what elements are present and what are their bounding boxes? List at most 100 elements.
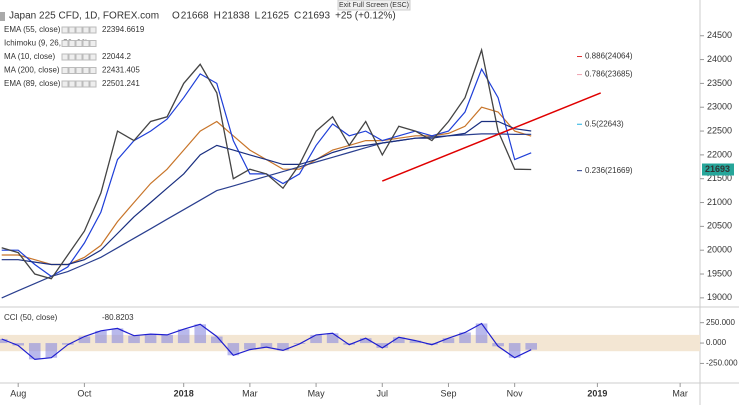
cci-bar bbox=[310, 334, 322, 344]
ohlc-key: C bbox=[294, 11, 301, 22]
legend-button[interactable] bbox=[89, 67, 97, 74]
legend-button[interactable] bbox=[61, 40, 69, 47]
cci-bar bbox=[194, 324, 207, 344]
legend-name: MA (200, close) bbox=[4, 66, 60, 75]
legend-name: EMA (89, close) bbox=[4, 79, 61, 88]
legend-button[interactable] bbox=[75, 40, 83, 47]
legend-name: MA (10, close) bbox=[4, 52, 55, 61]
cci-bar bbox=[45, 343, 58, 358]
y-tick-label: 24000 bbox=[707, 54, 732, 64]
cci-line bbox=[1, 322, 532, 361]
indicator-line bbox=[1, 120, 532, 266]
cci-bar bbox=[62, 343, 74, 345]
cci-bar bbox=[442, 338, 455, 344]
legend-value: 22394.6619 bbox=[102, 25, 145, 34]
cci-bar bbox=[326, 333, 339, 344]
cci-bar bbox=[426, 343, 438, 345]
x-tick-label: May bbox=[308, 388, 326, 398]
ohlc-key: O bbox=[172, 11, 180, 22]
cci-bar bbox=[0, 338, 8, 344]
legend-name: EMA (55, close) bbox=[4, 25, 61, 34]
legend-button[interactable] bbox=[75, 26, 83, 34]
x-tick-label: Oct bbox=[77, 388, 92, 398]
legend-button[interactable] bbox=[61, 53, 69, 61]
legend-button[interactable] bbox=[89, 40, 97, 47]
fib-label: 0.786(23685) bbox=[585, 70, 633, 79]
fib-label: 0.236(21669) bbox=[585, 166, 633, 175]
cci-bar bbox=[343, 343, 355, 345]
legend-button[interactable] bbox=[61, 80, 69, 88]
y-tick-label: 20000 bbox=[707, 245, 732, 255]
chart-title: Japan 225 CFD, 1D, FOREX.com bbox=[9, 11, 159, 22]
cci-bar bbox=[260, 343, 273, 348]
cci-bar bbox=[393, 337, 405, 344]
legend-button[interactable] bbox=[61, 26, 69, 34]
legend-button[interactable] bbox=[68, 80, 76, 88]
exit-button-label[interactable]: Exit Full Screen (ESC) bbox=[339, 2, 409, 9]
change: +25 (+0.12%) bbox=[335, 11, 396, 22]
legend-button[interactable] bbox=[61, 67, 69, 74]
x-tick-label: Aug bbox=[10, 388, 26, 398]
ohlc-value: 21668 bbox=[181, 11, 209, 22]
cci-bar bbox=[28, 343, 41, 360]
x-tick-label: 2019 bbox=[587, 388, 607, 398]
y-tick-label: 19000 bbox=[707, 292, 732, 302]
cci-band bbox=[0, 334, 700, 352]
cci-legend-name: CCI (50, close) bbox=[4, 313, 58, 322]
exit-button[interactable] bbox=[337, 0, 411, 11]
y-tick-label: 20500 bbox=[707, 221, 732, 231]
legend-button[interactable] bbox=[82, 80, 90, 88]
cci-bar bbox=[277, 343, 289, 351]
legend-button[interactable] bbox=[68, 26, 76, 34]
cci-bar bbox=[128, 335, 140, 344]
legend-button[interactable] bbox=[82, 67, 90, 74]
legend-value: 22431.405 bbox=[102, 66, 140, 75]
last-price-label: 21693 bbox=[705, 164, 730, 174]
cci-bar bbox=[492, 343, 504, 347]
cci-tick-label: 250.000 bbox=[706, 318, 735, 327]
cci-bar bbox=[210, 336, 223, 344]
legend-button[interactable] bbox=[68, 67, 76, 74]
fib-label: 0.5(22643) bbox=[585, 119, 624, 128]
price-line bbox=[1, 47, 532, 280]
legend-button[interactable] bbox=[89, 53, 97, 61]
legend-button[interactable] bbox=[89, 80, 97, 88]
x-tick-label: Mar bbox=[672, 388, 688, 398]
legend-button[interactable] bbox=[75, 53, 83, 61]
legend-button[interactable] bbox=[82, 53, 90, 61]
y-tick-label: 19500 bbox=[707, 268, 732, 278]
ohlc-value: 21838 bbox=[222, 11, 250, 22]
last-price-box bbox=[702, 163, 734, 176]
y-tick-label: 22500 bbox=[707, 125, 732, 135]
legend-button[interactable] bbox=[82, 40, 90, 47]
cci-bar bbox=[177, 329, 190, 344]
cci-bar bbox=[95, 330, 107, 344]
cci-bar bbox=[475, 323, 488, 344]
y-tick-label: 21000 bbox=[707, 197, 732, 207]
legend-button[interactable] bbox=[89, 26, 97, 34]
ohlc-value: 21693 bbox=[302, 11, 330, 22]
y-tick-label: 22000 bbox=[707, 149, 732, 159]
legend-button[interactable] bbox=[82, 26, 90, 34]
legend-button[interactable] bbox=[68, 53, 76, 61]
legend-button[interactable] bbox=[75, 67, 83, 74]
cci-bar bbox=[227, 343, 240, 356]
cci-bar bbox=[111, 328, 124, 344]
cci-bar bbox=[144, 334, 157, 344]
ohlc-value: 21625 bbox=[261, 11, 289, 22]
cci-bar bbox=[508, 343, 521, 358]
legend-name: Ichimoku (9, 26, 52, 26) bbox=[4, 39, 88, 48]
x-tick-label: 2018 bbox=[174, 388, 194, 398]
cci-tick-label: -250.000 bbox=[706, 359, 738, 368]
legend-button[interactable] bbox=[68, 40, 76, 47]
legend-button[interactable] bbox=[75, 80, 83, 88]
x-tick-label: Nov bbox=[507, 388, 524, 398]
cci-legend-value: -80.8203 bbox=[102, 313, 134, 322]
y-tick-label: 23000 bbox=[707, 102, 732, 112]
fib-label: 0.886(24064) bbox=[585, 52, 633, 61]
ohlc-key: H bbox=[214, 11, 221, 22]
cci-bar bbox=[525, 343, 537, 350]
cci-bar bbox=[409, 340, 422, 344]
y-tick-label: 21500 bbox=[707, 173, 732, 183]
